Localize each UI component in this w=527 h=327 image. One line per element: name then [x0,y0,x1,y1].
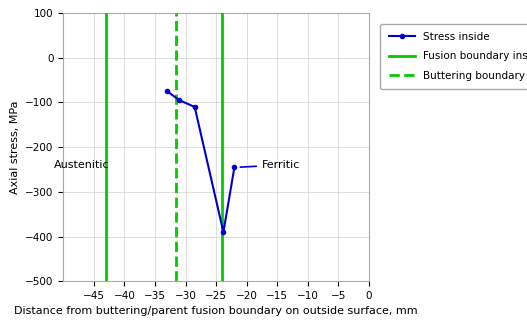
X-axis label: Distance from buttering/parent fusion boundary on outside surface, mm: Distance from buttering/parent fusion bo… [14,306,418,317]
Text: Austenitic: Austenitic [54,160,110,170]
Legend: Stress inside, Fusion boundary inside, Buttering boundary inside: Stress inside, Fusion boundary inside, B… [380,24,527,89]
Text: Ferritic: Ferritic [240,160,300,170]
Y-axis label: Axial stress, MPa: Axial stress, MPa [9,100,19,194]
